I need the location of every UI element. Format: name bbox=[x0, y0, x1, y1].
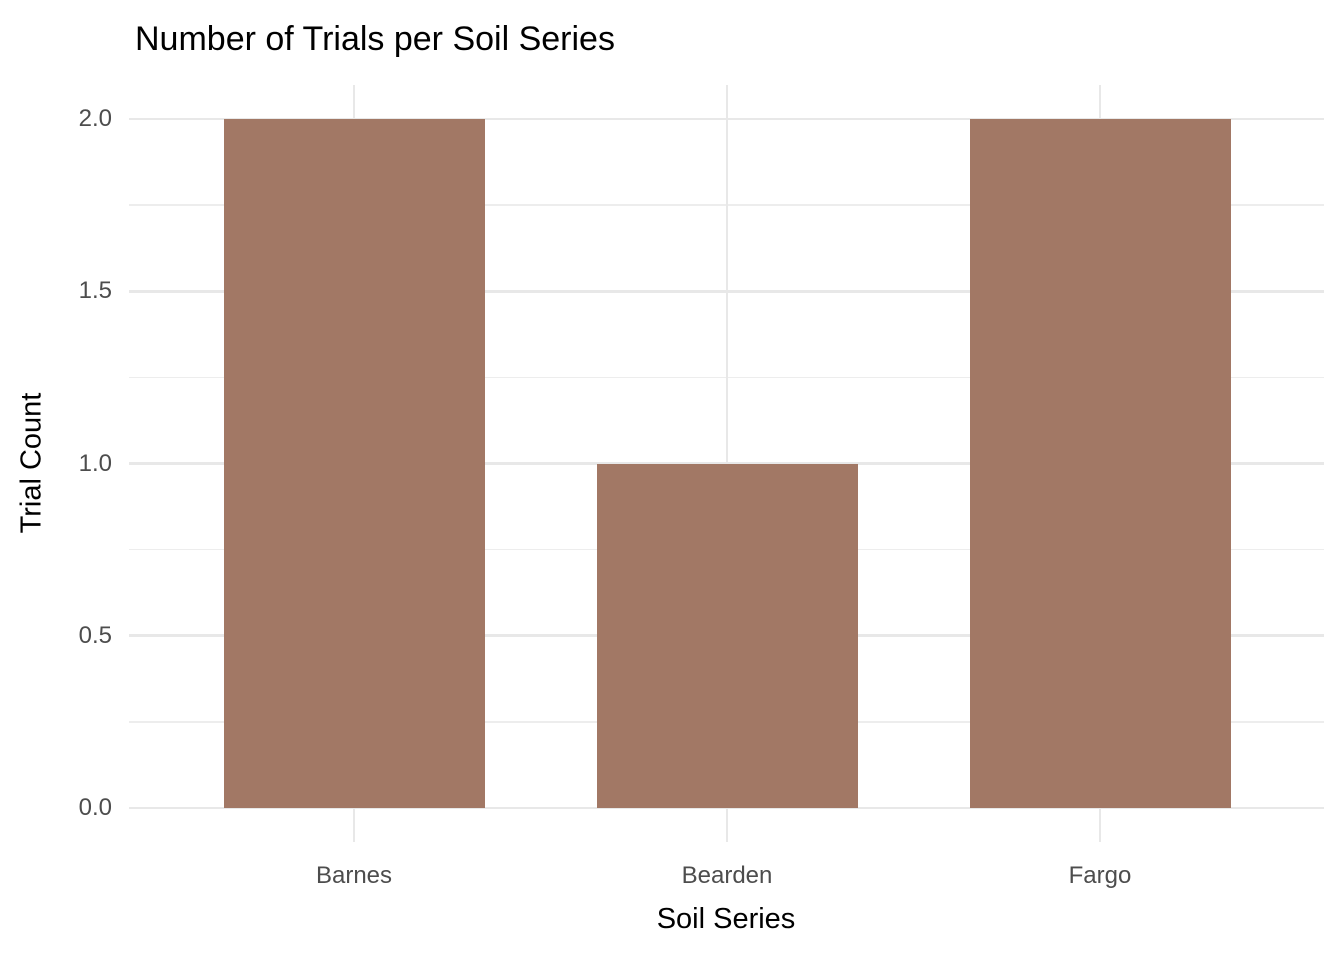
x-axis-title: Soil Series bbox=[656, 903, 796, 935]
x-tick-label-bearden: Bearden bbox=[681, 862, 773, 889]
x-tick-label-barnes: Barnes bbox=[315, 862, 393, 889]
bar-fargo bbox=[969, 119, 1231, 808]
y-tick-label: 1.5 bbox=[78, 277, 112, 305]
chart-title: Number of Trials per Soil Series bbox=[135, 20, 615, 58]
y-tick-label: 0.5 bbox=[78, 621, 112, 649]
x-tick-label-fargo: Fargo bbox=[1068, 862, 1132, 889]
bar-barnes bbox=[223, 119, 485, 808]
y-tick-label: 1.0 bbox=[78, 449, 112, 477]
plot-panel bbox=[129, 85, 1324, 842]
y-tick-label: 0.0 bbox=[78, 794, 112, 821]
y-tick-label: 2.0 bbox=[78, 105, 112, 132]
bar-bearden bbox=[596, 463, 858, 808]
